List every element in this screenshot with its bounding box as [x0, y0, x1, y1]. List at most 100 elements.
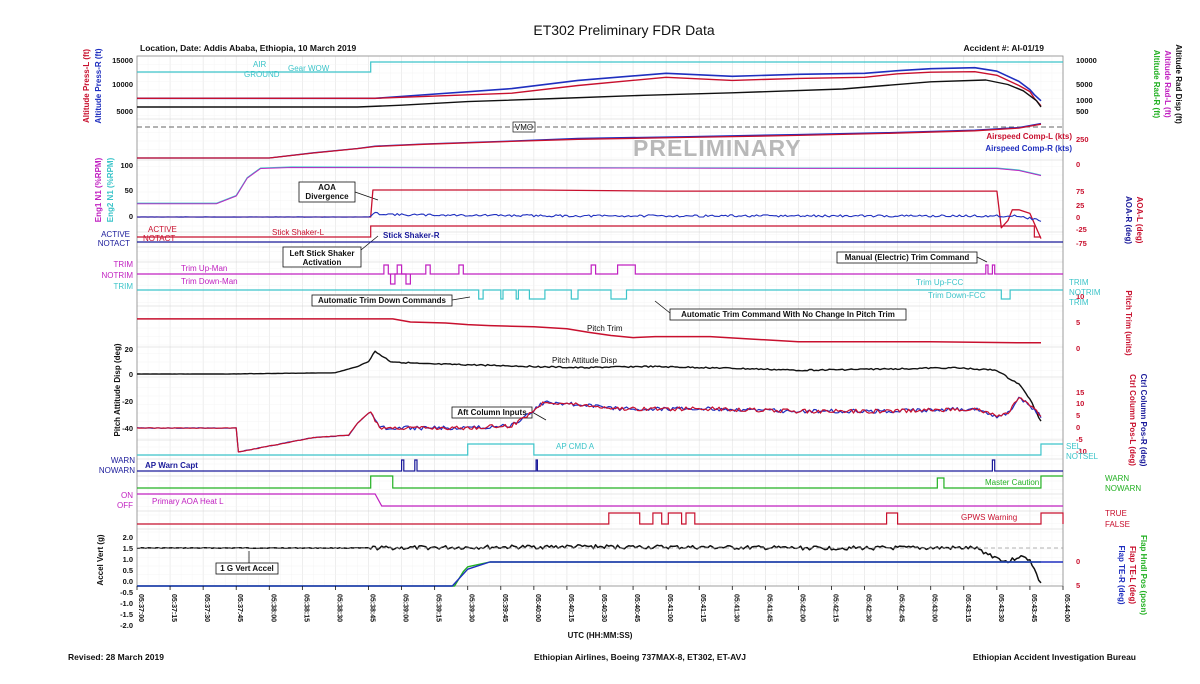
label-trim-down-fcc: Trim Down-FCC: [928, 291, 986, 300]
label-trim-down-man: Trim Down-Man: [181, 277, 238, 286]
annotation-ac-text: Aft Column Inputs: [457, 408, 527, 417]
accel-tick-1.5: 1.5: [123, 544, 133, 553]
x-tick-label: 05:43:30: [997, 594, 1004, 622]
label-false: FALSE: [1105, 520, 1130, 529]
trim-tick-10: 10: [1076, 292, 1084, 301]
flap-tick-0: 0: [1076, 557, 1080, 566]
label-gear-wow: Gear WOW: [288, 64, 330, 73]
aoa-tick-25: 25: [1076, 201, 1084, 210]
accel-tick-1.0: 1.0: [123, 555, 133, 564]
col-tick-m5: -5: [1076, 435, 1083, 444]
annotation-auto-trim-no-change: Automatic Trim Command With No Change In…: [654, 300, 907, 321]
rad-tick-1000: 1000: [1076, 96, 1093, 105]
x-tick-label: 05:43:45: [1030, 594, 1037, 622]
accel-tick-m1.5: -1.5: [120, 610, 133, 619]
x-tick-label: 05:40:00: [534, 594, 541, 622]
label-stick-shaker-r: Stick Shaker-R: [383, 231, 440, 240]
ctrl-column-l-axis-label: Ctrl Column Pos-L (deg): [1128, 374, 1137, 466]
label-mc-warn: WARN: [1105, 474, 1129, 483]
trace-altitude-press-r: [137, 66, 1042, 102]
annotation-1g-text: 1 G Vert Accel: [220, 564, 274, 573]
x-tick-label: 05:37:00: [137, 594, 144, 622]
flap-te-r-axis-label: Flap TE-R (deg): [1117, 545, 1126, 604]
aoa-r-axis-label: AOA-R (deg): [1124, 196, 1133, 244]
aoa-tick-0: 0: [1076, 213, 1080, 222]
label-aoa-heat: Primary AOA Heat L: [152, 497, 224, 506]
label-ground: GROUND: [244, 70, 280, 79]
trace-pitch-attitude: [136, 350, 1042, 422]
annotation-auto-trim-down: Automatic Trim Down Commands: [311, 294, 471, 307]
alt-tick-10000: 10000: [112, 80, 133, 89]
label-true: TRUE: [1105, 509, 1127, 518]
n1-left-ticks: 100 50 0: [120, 161, 133, 221]
x-tick-label: 05:41:45: [765, 594, 772, 622]
label-ap-cmd-a: AP CMD A: [556, 442, 595, 451]
footer-bureau: Ethiopian Accident Investigation Bureau: [973, 652, 1136, 662]
accel-tick-m0.5: -0.5: [120, 588, 133, 597]
annotation-aoa-line1: AOA: [318, 183, 336, 192]
x-tick-label: 05:40:15: [567, 594, 574, 622]
x-tick-label: 05:37:15: [170, 594, 177, 622]
footer-aircraft: Ethiopian Airlines, Boeing 737MAX-8, ET3…: [534, 652, 746, 662]
trace-layer: [136, 61, 1064, 587]
alt-rad-l-axis-label: Altitude Rad-L (ft): [1163, 50, 1172, 118]
x-tick-label: 05:39:15: [435, 594, 442, 622]
rad-tick-500: 500: [1076, 107, 1089, 116]
trim-tick-0: 0: [1076, 344, 1080, 353]
pitch-tick-m40: -40: [122, 424, 133, 433]
column-right-ticks: 15 10 5 0 -5 -10: [1076, 388, 1087, 456]
trim-tick-5: 5: [1076, 318, 1080, 327]
vmo-text: VMO: [515, 123, 533, 132]
annotation-aoa-divergence: AOA Divergence: [298, 181, 379, 203]
annotation-atnc-text: Automatic Trim Command With No Change In…: [681, 310, 895, 319]
annotation-mt-text: Manual (Electric) Trim Command: [845, 253, 970, 262]
trace-trim-fcc: [137, 289, 1063, 300]
label-airspeed-l: Airspeed Comp-L (kts): [986, 132, 1072, 141]
ctrl-column-r-axis-label: Ctrl Column Pos-R (deg): [1139, 374, 1148, 467]
speed-tick-250: 250: [1076, 135, 1089, 144]
alt-rad-r-axis-label: Altitude Rad-R (ft): [1152, 50, 1161, 119]
col-tick-15: 15: [1076, 388, 1084, 397]
x-tick-label: 05:41:30: [732, 594, 739, 622]
trace-ap-warn-capt: [137, 459, 1063, 472]
accel-tick-2.0: 2.0: [123, 533, 133, 542]
trace-aoa-heat: [137, 493, 1063, 507]
n1-tick-100: 100: [120, 161, 133, 170]
trace-altitude-rad-disp: [137, 79, 1042, 108]
n1-tick-0: 0: [129, 212, 133, 221]
annotation-aft-column: Aft Column Inputs: [451, 406, 547, 421]
trace-stick-shaker-l: [137, 225, 1041, 238]
trace-gpws: [137, 512, 1064, 525]
label-off: OFF: [117, 501, 133, 510]
label-notrim-man: NOTRIM: [101, 271, 133, 280]
x-tick-label: 05:39:30: [468, 594, 475, 622]
x-tick-label: 05:42:45: [898, 594, 905, 622]
accel-tick-0.0: 0.0: [123, 577, 133, 586]
annotation-manual-trim: Manual (Electric) Trim Command: [836, 251, 988, 264]
trace-ctrl-column-l: [136, 397, 1042, 453]
label-pitch-trim: Pitch Trim: [587, 324, 623, 333]
alt-rad-disp-axis-label: Altitude Rad Disp (ft): [1174, 44, 1183, 124]
flap-te-l-axis-label: Flap TE-L (deg): [1128, 546, 1137, 604]
annotation-lss-line1: Left Stick Shaker: [290, 249, 355, 258]
annotation-one-g: 1 G Vert Accel: [215, 551, 279, 575]
x-tick-label: 05:41:00: [666, 594, 673, 622]
x-tick-label: 05:38:45: [369, 594, 376, 622]
x-tick-label: 05:41:15: [699, 594, 706, 622]
label-trim-up-man: Trim Up-Man: [181, 264, 227, 273]
trace-master-caution: [137, 475, 1063, 489]
pitch-tick-0: 0: [129, 370, 133, 379]
label-notact-red: NOTACT: [143, 234, 175, 243]
col-tick-10: 10: [1076, 399, 1084, 408]
trace-altitude-press-l: [137, 70, 1042, 107]
pitch-tick-m20: -20: [122, 397, 133, 406]
annotation-aoa-line2: Divergence: [305, 192, 349, 201]
preliminary-watermark: PRELIMINARY: [633, 135, 802, 161]
footer-revised: Revised: 28 March 2019: [68, 652, 164, 662]
x-tick-label: 05:44:00: [1063, 594, 1070, 622]
trace-airspeed-l: [137, 123, 1042, 159]
pitch-left-ticks: 20 0 -20 -40: [122, 345, 133, 433]
x-tick-label: 05:43:00: [931, 594, 938, 622]
x-tick-label: 05:38:30: [335, 594, 342, 622]
